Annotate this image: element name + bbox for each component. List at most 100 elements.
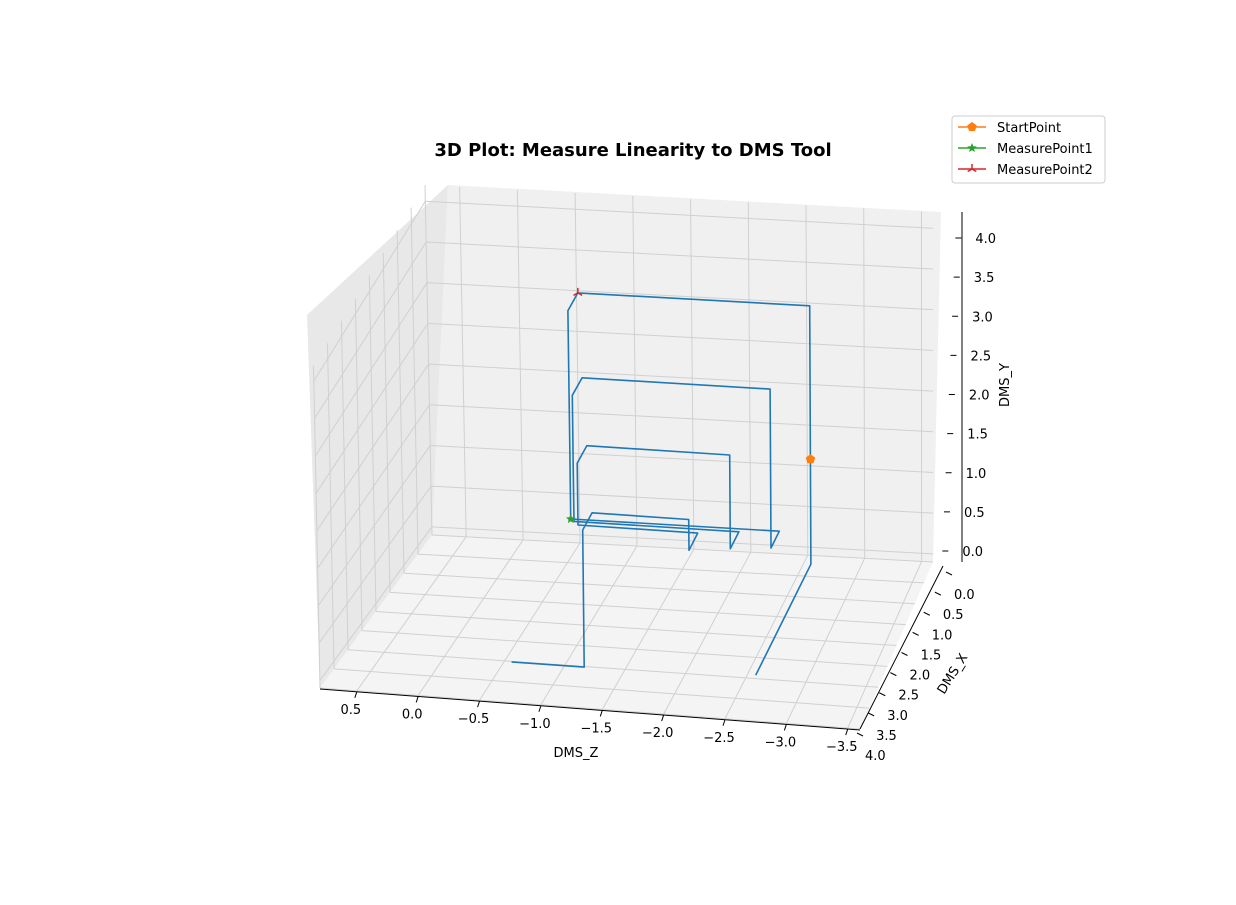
grid-left-x (424, 184, 433, 536)
x-tick-label: 3.0 (887, 709, 908, 724)
x-tick-label: 2.0 (910, 669, 931, 684)
grid-floor-x (375, 611, 897, 646)
grid-back-y (426, 282, 934, 311)
x-tick-mark (912, 631, 919, 636)
z-tick-mark (845, 728, 849, 736)
chart-title: 3D Plot: Measure Linearity to DMS Tool (434, 140, 831, 161)
grid-lines (313, 184, 934, 730)
grid-back-z (516, 189, 524, 540)
grid-left-x (368, 275, 377, 612)
grid-left-y (319, 526, 433, 681)
grid-left-x (396, 230, 405, 574)
x-tick-mark (901, 652, 908, 656)
z-tick-mark (354, 691, 358, 698)
legend-label: StartPoint (997, 121, 1061, 136)
grid-floor-x (417, 553, 924, 584)
pane-back (432, 185, 941, 562)
grid-back-z (747, 202, 752, 553)
grid-left-y (318, 485, 432, 644)
grid-back-y (430, 444, 934, 473)
axis-lines (319, 212, 963, 731)
z-tick-mark (477, 700, 481, 708)
grid-left-y (316, 363, 429, 532)
y-tick-label: 4.0 (975, 232, 996, 247)
grid-back-y (425, 200, 934, 229)
grid-left-x (313, 365, 321, 689)
grid-floor-x (319, 687, 861, 730)
grid-left-x (410, 207, 419, 555)
x-tick-label: 4.0 (865, 749, 886, 764)
grid-left-x (326, 343, 335, 669)
y-tick-label: 3.0 (972, 310, 993, 325)
grid-floor-x (347, 649, 879, 688)
series-layer (511, 287, 816, 676)
legend-frame (951, 115, 1106, 184)
z-tick-label: −2.5 (703, 731, 735, 746)
legend-label: MeasurePoint1 (997, 142, 1093, 157)
grid-back-y (427, 322, 934, 351)
grid-left-y (315, 323, 429, 494)
x-tick-label: 3.5 (876, 729, 897, 744)
grid-left-y (313, 201, 426, 382)
grid-left-x (382, 252, 391, 593)
z-axis-label: DMS_Z (554, 746, 599, 761)
y-tick-label: 1.0 (966, 467, 987, 482)
grid-back-z (863, 208, 866, 559)
z-axis-line (319, 688, 861, 731)
z-tick-mark (783, 724, 787, 731)
legend-marker (967, 143, 977, 152)
y-tick-label: 2.0 (969, 389, 990, 404)
z-tick-label: −1.0 (519, 717, 551, 732)
y-tick-label: 0.0 (962, 545, 983, 560)
x-tick-mark (856, 732, 864, 737)
grid-back-y (428, 363, 934, 392)
legend-marker (967, 122, 977, 132)
grid-left-x (340, 320, 349, 650)
y-tick-label: 3.5 (974, 271, 995, 286)
z-tick-mark (599, 710, 603, 717)
legend: StartPoint MeasurePoint1 MeasurePoint2 (951, 115, 1106, 184)
grid-floor-x (389, 591, 906, 626)
z-tick-label: −3.0 (765, 735, 797, 750)
marker-measurepoint1 (566, 514, 576, 524)
y-tick-label: 0.5 (964, 506, 985, 521)
z-tick-mark (538, 705, 542, 712)
x-tick-label: 2.5 (898, 689, 919, 704)
grid-floor-x (333, 668, 870, 709)
grid-back-y (430, 485, 934, 514)
z-tick-label: 0.0 (402, 707, 423, 722)
grid-back-y (426, 241, 934, 270)
x-tick-mark (890, 672, 897, 677)
y-tick-label: 2.5 (970, 349, 991, 364)
z-tick-mark (722, 719, 726, 726)
y-axis-label: DMS_Y (998, 363, 1013, 407)
legend-marker (967, 164, 977, 173)
tick-marks: 0.5 0.0 −0.5 −1.0 −1.5 −2.0 −2.5 −3.0 −3.5 0.0 0.5… (340, 232, 996, 764)
x-tick-label: 1.5 (921, 648, 942, 663)
x-tick-label: 0.5 (943, 608, 964, 623)
grid-back-z (574, 192, 581, 543)
x-tick-label: 0.0 (954, 588, 975, 603)
z-tick-label: −1.5 (580, 721, 612, 736)
marker-measurepoint2 (573, 287, 583, 297)
grid-back-y (429, 404, 934, 433)
grid-back-z (459, 186, 467, 537)
x-tick-label: 1.0 (932, 628, 953, 643)
grid-left-y (317, 445, 431, 606)
grid-left-y (314, 282, 428, 457)
z-tick-mark (661, 714, 665, 722)
x-tick-mark (945, 571, 953, 576)
z-tick-mark (415, 696, 419, 703)
x-tick-mark (879, 692, 886, 697)
legend-label: MeasurePoint2 (997, 163, 1093, 178)
grid-left-x (354, 298, 363, 631)
trajectory-line (511, 292, 812, 676)
x-tick-mark (923, 611, 930, 616)
x-tick-mark (934, 591, 942, 596)
grid-floor-x (403, 572, 915, 605)
grid-back-z (805, 205, 809, 556)
z-tick-label: −3.5 (826, 740, 858, 755)
grid-left-y (317, 404, 430, 569)
x-tick-mark (867, 712, 875, 717)
